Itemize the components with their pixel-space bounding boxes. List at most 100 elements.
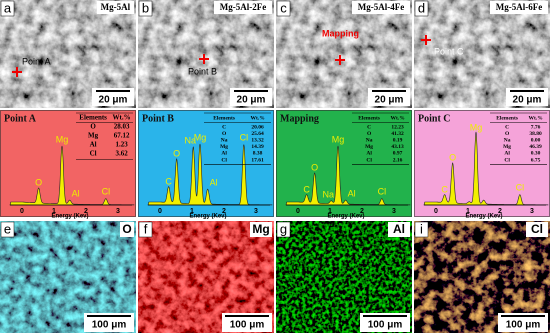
peak-label: Al (72, 188, 80, 198)
letter-box (276, 0, 291, 17)
panel-letter: e (4, 221, 11, 236)
sem-panel: c Mg-5Al-4Fe Mapping 20 μm (276, 0, 412, 108)
x-tick-label: 3 (392, 208, 396, 215)
peak-label: Cl (378, 186, 387, 196)
letter-box (414, 0, 429, 17)
table-cell: Al (504, 151, 510, 157)
peak-label: C (441, 184, 448, 194)
scale-box (368, 88, 410, 106)
panel-letter: c (280, 0, 287, 15)
table-cell: 13.32 (251, 137, 264, 143)
peak-label: O (35, 177, 42, 187)
point-marker (12, 67, 22, 77)
element-label: O (122, 222, 131, 236)
point-label: Point A (22, 56, 51, 66)
peak-label: Al (210, 177, 218, 187)
table-cell: 0.19 (393, 137, 403, 143)
map-panel: e O 100 μm (0, 221, 136, 333)
point-label: Point B (188, 66, 217, 76)
table-cell: O (222, 131, 227, 137)
sample-label: Mg-5Al-4Fe (358, 2, 404, 12)
scale-box (222, 313, 272, 332)
x-tick-label: 0 (20, 208, 24, 215)
peak-label: Na (185, 135, 197, 145)
letter-box (0, 0, 15, 17)
eds-frame (0, 110, 136, 217)
table-cell: 43.13 (391, 144, 404, 150)
sample-box (352, 1, 410, 14)
peak-label: Mg (194, 132, 207, 142)
x-tick-label: 2 (222, 208, 226, 215)
scale-label: 20 μm (513, 95, 542, 106)
table-header: Elements (213, 115, 235, 121)
sample-label: Mg-5Al (101, 2, 131, 12)
x-tick-label: 2 (498, 208, 502, 215)
sample-box (214, 1, 272, 14)
table-cell: 25.64 (251, 131, 264, 137)
letter-box (276, 221, 291, 238)
letter-box (138, 0, 153, 17)
peak-label: C (165, 176, 172, 186)
sample-box (490, 1, 548, 14)
table-cell: Mg (503, 144, 511, 150)
table-cell: 8.38 (253, 151, 263, 157)
peak-label: Cl (102, 186, 111, 196)
peak-label: Mg (332, 134, 345, 144)
panel-letter: i (420, 221, 423, 236)
letter-box (138, 221, 153, 238)
table-cell: Cl (366, 157, 372, 163)
table-cell: O (367, 131, 372, 137)
peak-label: Cl (240, 132, 249, 142)
eds-title: Point C (418, 113, 451, 124)
peak-label: Mg (56, 134, 69, 144)
table-cell: Na (221, 137, 228, 143)
eds-background (0, 110, 136, 217)
panel-letter: b (142, 0, 149, 15)
scale-box (84, 313, 134, 332)
scale-label: 100 μm (506, 320, 541, 331)
x-axis-label: Energy (Kev) (327, 214, 364, 220)
x-axis-label: Energy (Kev) (189, 214, 226, 220)
table-header: Wt.% (528, 115, 542, 121)
scale-label: 20 μm (237, 95, 266, 106)
scale-box (498, 313, 548, 332)
peak-label: Mg (470, 122, 483, 132)
peak-label: O (311, 162, 318, 172)
table-cell: O (505, 131, 510, 137)
scale-box (506, 88, 548, 106)
table-cell: 28.03 (114, 123, 130, 131)
table-cell: Mg (220, 144, 228, 150)
panel-letter: d (418, 0, 425, 15)
table-cell: Al (366, 151, 372, 157)
peak-label: O (449, 152, 456, 162)
x-tick-label: 1 (328, 208, 332, 215)
peak-label: O (173, 148, 180, 158)
x-tick-label: 0 (158, 208, 162, 215)
sem-panel: a Mg-5Al Point A 20 μm (0, 0, 136, 108)
sample-label: Mg-5Al-6Fe (496, 2, 542, 12)
eds-title: Point B (142, 113, 174, 124)
element-box (388, 222, 410, 237)
point-label: Point C (434, 46, 464, 56)
scale-box (230, 88, 272, 106)
table-header: Wt.% (250, 115, 264, 121)
peak-label: Al (348, 188, 356, 198)
map-panel: f Mg 100 μm (138, 221, 274, 333)
table-cell: 17.61 (251, 157, 264, 163)
x-tick-label: 0 (296, 208, 300, 215)
table-header: Elements (496, 115, 518, 121)
element-box (526, 222, 548, 237)
table-cell: C (367, 124, 371, 130)
table-cell: 14.39 (251, 144, 264, 150)
table-cell: 0.30 (531, 151, 541, 157)
table-cell: Cl (90, 150, 97, 158)
x-axis-label: Energy (Kev) (51, 214, 88, 220)
map-panel: g Al 100 μm (276, 221, 412, 333)
sem-panel: b Mg-5Al-2Fe Point B 20 μm (138, 0, 274, 108)
map-panel: i Cl 100 μm (414, 221, 550, 333)
element-label: Mg (252, 222, 269, 236)
scale-box (360, 313, 410, 332)
